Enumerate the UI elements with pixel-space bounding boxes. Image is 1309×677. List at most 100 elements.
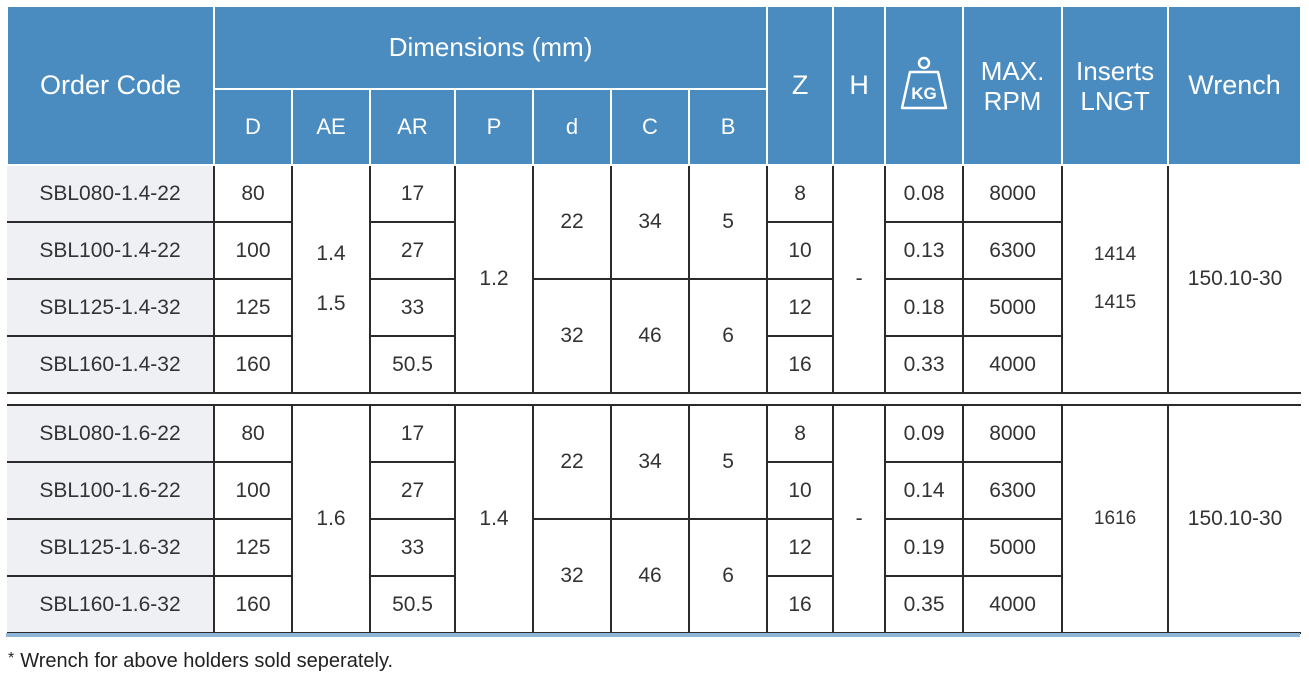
header-col-ar: AR	[369, 88, 456, 166]
d-cell: 80	[213, 165, 293, 223]
ar-cell: 50.5	[369, 575, 456, 634]
insert-code: 1414	[1093, 244, 1137, 265]
table-bottom-rule	[6, 633, 1300, 637]
rpm-cell: 6300	[962, 461, 1064, 520]
kg-cell: 0.08	[884, 165, 965, 223]
insert-code: 1415	[1093, 292, 1137, 313]
header-inserts-label: Inserts	[1076, 55, 1155, 86]
z-cell: 12	[766, 518, 835, 577]
z-cell: 8	[766, 165, 835, 223]
b-cell: 5	[687, 404, 769, 520]
ae-cell: 1.4 1.5	[291, 165, 371, 394]
b-cell: 5	[687, 165, 769, 280]
header-lngt: LNGT	[1080, 85, 1150, 116]
header-z: Z	[766, 5, 835, 166]
z-cell: 16	[766, 575, 835, 634]
table-header: Order Code Dimensions (mm) Z H KG MAX. R…	[6, 5, 1303, 166]
table-row: SBL080-1.6-22 80 1.6 17 1.4 22 34 5 8 - …	[7, 404, 1302, 634]
wrench-cell: 150.10-30	[1167, 404, 1302, 634]
d-cell: 100	[213, 221, 293, 280]
table-row: SBL080-1.4-22 80 1.4 1.5 17 1.2 22 34 5 …	[7, 165, 1302, 394]
ar-cell: 17	[369, 165, 456, 223]
header-weight: KG	[884, 5, 965, 166]
z-cell: 12	[766, 278, 835, 337]
spec-table: Order Code Dimensions (mm) Z H KG MAX. R…	[6, 5, 1303, 634]
kg-cell: 0.13	[884, 221, 965, 280]
b-cell: 6	[687, 278, 769, 394]
table-body: SBL080-1.4-22 80 1.4 1.5 17 1.2 22 34 5 …	[7, 165, 1302, 634]
rpm-cell: 8000	[962, 165, 1064, 223]
kg-label: KG	[911, 84, 937, 103]
header-col-ae: AE	[291, 88, 371, 166]
d-cell: 80	[213, 404, 293, 463]
z-cell: 8	[766, 404, 835, 463]
kg-cell: 0.33	[884, 335, 965, 394]
order-code-cell: SBL100-1.4-22	[7, 221, 215, 280]
d-cell: 125	[213, 278, 293, 337]
header-col-p: P	[454, 88, 534, 166]
table-row: SBL125-1.6-32 125 33 32 46 6 12 0.19 500…	[7, 518, 1301, 634]
spec-table-container: Order Code Dimensions (mm) Z H KG MAX. R…	[6, 5, 1303, 634]
kg-cell: 0.14	[884, 461, 965, 520]
separator-cell	[7, 392, 1302, 406]
c-cell: 46	[610, 278, 690, 394]
p-cell: 1.4	[454, 404, 534, 634]
d-cell: 160	[213, 335, 293, 394]
order-code-cell: SBL080-1.6-22	[7, 404, 215, 463]
order-code-cell: SBL125-1.6-32	[7, 518, 215, 577]
d-cell: 160	[213, 575, 293, 634]
rpm-cell: 5000	[962, 518, 1064, 577]
header-col-d-upper: D	[213, 88, 293, 166]
c-cell: 34	[610, 165, 690, 280]
h-cell: -	[832, 404, 887, 634]
small-d-cell: 32	[532, 518, 612, 634]
order-code-cell: SBL100-1.6-22	[7, 461, 215, 520]
header-dimensions: Dimensions (mm)	[212, 5, 769, 90]
footnote-text: Wrench for above holders sold seperately…	[20, 650, 394, 672]
footnote: * Wrench for above holders sold seperatel…	[8, 650, 393, 673]
c-cell: 34	[610, 404, 690, 520]
d-cell: 125	[213, 518, 293, 577]
kg-cell: 0.19	[884, 518, 965, 577]
header-rpm: RPM	[983, 85, 1042, 116]
z-cell: 16	[766, 335, 835, 394]
header-inserts: Inserts LNGT	[1061, 5, 1170, 166]
header-wrench: Wrench	[1167, 5, 1303, 166]
header-max: MAX.	[980, 55, 1045, 86]
order-code-cell: SBL080-1.4-22	[7, 165, 215, 223]
h-cell: -	[832, 165, 887, 394]
header-col-c: C	[610, 88, 690, 166]
ar-cell: 33	[369, 278, 456, 337]
ae-cell: 1.6	[291, 404, 371, 634]
z-cell: 10	[766, 461, 835, 520]
order-code-cell: SBL160-1.4-32	[7, 335, 215, 394]
ae-value: 1.4	[316, 242, 346, 265]
ar-cell: 27	[369, 461, 456, 520]
rpm-cell: 4000	[962, 575, 1064, 634]
z-cell: 10	[766, 221, 835, 280]
footnote-asterisk: *	[8, 650, 15, 667]
table-row: SBL100-1.6-22 100 27 10 0.14 6300	[7, 461, 1301, 520]
rpm-cell: 4000	[962, 335, 1064, 394]
table-row: SBL100-1.4-22 100 27 10 0.13 6300	[7, 221, 1301, 280]
ar-cell: 17	[369, 404, 456, 463]
inserts-cell: 1616	[1061, 404, 1170, 634]
order-code-cell: SBL160-1.6-32	[7, 575, 215, 634]
rpm-cell: 6300	[962, 221, 1064, 280]
table-row: SBL160-1.4-32 160 50.5 16 0.33 4000	[7, 335, 1301, 394]
ar-cell: 27	[369, 221, 456, 280]
group-separator	[7, 392, 1302, 406]
weight-kg-icon: KG	[899, 55, 949, 116]
table-row: SBL125-1.4-32 125 33 32 46 6 12 0.18 500…	[7, 278, 1301, 394]
b-cell: 6	[687, 518, 769, 634]
header-max-rpm: MAX. RPM	[962, 5, 1064, 166]
kg-cell: 0.09	[884, 404, 965, 463]
header-col-d-lower: d	[532, 88, 612, 166]
small-d-cell: 32	[532, 278, 612, 394]
small-d-cell: 22	[532, 404, 612, 520]
ar-cell: 33	[369, 518, 456, 577]
header-col-b: B	[687, 88, 769, 166]
header-order-code: Order Code	[6, 5, 215, 166]
order-code-cell: SBL125-1.4-32	[7, 278, 215, 337]
wrench-cell: 150.10-30	[1167, 165, 1302, 394]
